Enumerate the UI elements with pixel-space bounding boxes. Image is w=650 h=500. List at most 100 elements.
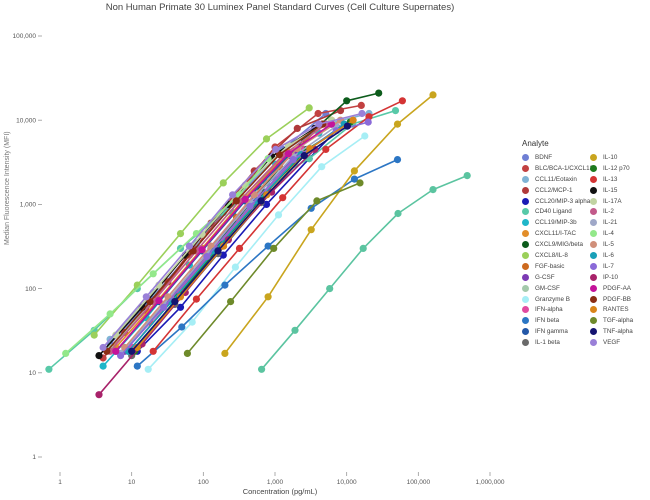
legend-label: VEGF (603, 339, 621, 347)
data-point (117, 352, 125, 360)
data-point (183, 349, 191, 357)
series-line (115, 123, 332, 352)
data-point (95, 352, 103, 360)
legend: Analyte BDNF IL-10 BLC/BCA-1/CXCL13 IL-12 p… (522, 139, 650, 348)
legend-item: IL-21 (590, 217, 650, 228)
legend-label: BDNF (535, 153, 553, 161)
data-point (99, 343, 107, 352)
legend-swatch (522, 208, 529, 216)
data-point (357, 101, 365, 109)
data-point (343, 97, 351, 105)
data-point (264, 293, 272, 301)
data-point (185, 242, 193, 250)
legend-item: BLC/BCA-1/CXCL13 (522, 163, 593, 174)
data-point (176, 293, 185, 301)
data-point (232, 197, 240, 205)
legend-item: IL-2 (590, 206, 650, 217)
legend-item: IL-13 (590, 174, 650, 185)
y-tick-label: 100 (25, 286, 36, 293)
data-point (463, 172, 471, 180)
legend-item: CCL19/MIP-3b (522, 217, 590, 228)
series-line (93, 107, 310, 336)
data-point (241, 195, 249, 203)
legend-item: IFN-alpha (522, 304, 590, 315)
legend-item: Granzyme B (522, 294, 590, 305)
data-point (289, 156, 297, 164)
data-point (358, 109, 366, 118)
legend-swatch (590, 164, 597, 172)
legend-swatch (522, 295, 529, 303)
y-axis-label: Median Fluorescence Intensity (MFI) (4, 131, 11, 245)
legend-swatch (522, 251, 529, 259)
legend-label: PDGF-AA (603, 284, 631, 292)
data-point (327, 120, 336, 128)
legend-swatch (522, 164, 529, 172)
legend-item: IL-10 (590, 152, 650, 163)
legend-swatch (590, 317, 597, 325)
legend-swatch (522, 153, 529, 161)
legend-label: Granzyme B (535, 295, 570, 303)
legend-item: IP-10 (590, 272, 650, 283)
legend-swatch (522, 262, 529, 270)
legend-swatch (590, 153, 597, 161)
legend-item: IL-17A (590, 196, 650, 207)
data-point (315, 120, 323, 128)
data-point (246, 202, 254, 210)
data-point (322, 145, 330, 153)
data-point (45, 365, 53, 373)
data-point (188, 318, 196, 326)
legend-item: IL-12 p70 (590, 163, 650, 174)
data-point (220, 242, 228, 250)
legend-swatch (590, 251, 597, 259)
legend-label: IL-21 (603, 219, 618, 227)
legend-item: TGF-alpha (590, 315, 650, 326)
legend-label: CCL11/Eotaxin (535, 175, 577, 183)
series-line (133, 121, 351, 352)
legend-label: IL-4 (603, 230, 614, 238)
legend-swatch (590, 219, 597, 227)
data-point (250, 191, 258, 199)
data-point (155, 297, 163, 305)
data-point (258, 365, 266, 373)
legend-swatch (590, 306, 597, 314)
legend-item: CXCL9/MIG/beta (522, 239, 590, 250)
x-tick-label: 1,000 (267, 479, 284, 486)
legend-swatch (522, 328, 529, 336)
legend-swatch (590, 175, 597, 183)
data-point (149, 347, 157, 355)
data-point (391, 107, 400, 115)
legend-label: CCL20/MIP-3 alpha (535, 197, 591, 205)
data-point (307, 226, 315, 234)
legend-label: CXCL8/IL-8 (535, 251, 568, 259)
legend-swatch (590, 241, 597, 249)
legend-item: G-CSF (522, 272, 590, 283)
data-point (300, 152, 308, 160)
legend-label: PDGF-BB (603, 295, 631, 303)
data-point (305, 104, 313, 112)
legend-label: TGF-alpha (603, 317, 634, 325)
data-point (219, 179, 227, 187)
data-point (398, 97, 406, 105)
series-line (136, 127, 339, 352)
legend-item: PDGF-AA (590, 283, 650, 294)
data-point (262, 135, 271, 143)
legend-item: IL-15 (590, 185, 650, 196)
data-point (112, 331, 120, 339)
legend-item: IL-7 (590, 261, 650, 272)
legend-item: FGF-basic (522, 261, 590, 272)
legend-item: CXCL11/I-TAC (522, 228, 590, 239)
data-point (149, 270, 157, 278)
legend-item: IFN gamma (522, 326, 590, 337)
legend-label: G-CSF (535, 273, 555, 281)
data-point (160, 303, 168, 311)
legend-item: IL-1 beta (522, 337, 590, 348)
legend-item: RANTES (590, 304, 650, 315)
data-point (99, 362, 107, 370)
legend-label: GM-CSF (535, 284, 560, 292)
legend-swatch (590, 273, 597, 281)
y-tick-label: 1,000 (20, 202, 37, 209)
data-point (203, 253, 211, 261)
chart-title: Non Human Primate 30 Luminex Panel Stand… (105, 2, 455, 13)
legend-item: IL-6 (590, 250, 650, 261)
x-axis-label: Concentration (pg/mL) (242, 487, 318, 496)
